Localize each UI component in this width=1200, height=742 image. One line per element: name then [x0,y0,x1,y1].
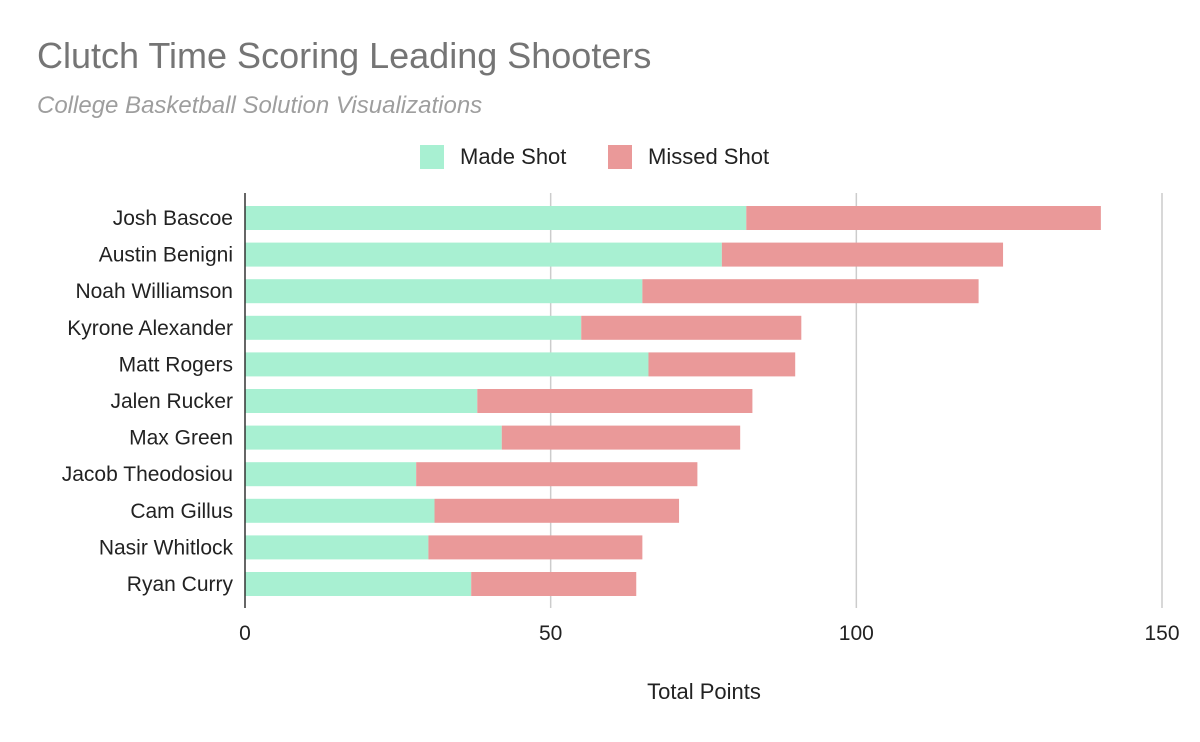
legend: Made Shot Missed Shot [420,144,769,169]
category-label-max-green: Max Green [129,427,233,450]
legend-label-missed-shot: Missed Shot [648,144,769,169]
bar-missed-shot-nasir-whitlock [428,535,643,560]
category-label-cam-gillus: Cam Gillus [130,500,233,523]
bar-made-shot-austin-benigni [245,242,722,267]
x-tick-label-150: 150 [1144,622,1179,645]
bar-missed-shot-jalen-rucker [477,389,753,413]
bar-made-shot-josh-bascoe [245,206,747,230]
bar-missed-shot-noah-williamson [642,279,979,304]
bar-made-shot-nasir-whitlock [245,535,429,560]
bar-missed-shot-ryan-curry [471,572,637,596]
category-label-josh-bascoe: Josh Bascoe [113,207,233,230]
x-tick-labels: 0 50 100 150 [239,622,1179,645]
bar-missed-shot-josh-bascoe [746,206,1101,230]
bars [245,206,1101,596]
legend-label-made-shot: Made Shot [460,144,566,169]
bar-made-shot-matt-rogers [245,352,649,377]
category-label-ryan-curry: Ryan Curry [127,573,234,596]
legend-swatch-made-shot [420,145,444,169]
chart-title: Clutch Time Scoring Leading Shooters [37,35,651,76]
x-tick-label-50: 50 [539,622,562,645]
x-tick-label-100: 100 [839,622,874,645]
bar-missed-shot-matt-rogers [648,352,796,377]
bar-missed-shot-max-green [501,425,741,450]
bar-made-shot-jacob-theodosiou [245,462,417,487]
bar-made-shot-ryan-curry [245,572,472,596]
category-label-jacob-theodosiou: Jacob Theodosiou [62,463,233,486]
chart-subtitle: College Basketball Solution Visualizatio… [37,92,482,119]
bar-missed-shot-jacob-theodosiou [416,462,698,487]
category-label-austin-benigni: Austin Benigni [99,244,233,267]
x-axis-title: Total Points [647,679,761,704]
category-label-matt-rogers: Matt Rogers [119,353,233,376]
bar-made-shot-max-green [245,425,502,450]
category-labels: Josh Bascoe Austin Benigni Noah Williamson… [62,207,234,596]
bar-made-shot-kyrone-alexander [245,315,582,340]
x-tick-label-0: 0 [239,622,251,645]
bar-missed-shot-cam-gillus [434,498,680,523]
bar-made-shot-jalen-rucker [245,389,478,413]
bar-missed-shot-kyrone-alexander [581,315,802,340]
bar-made-shot-cam-gillus [245,498,435,523]
category-label-jalen-rucker: Jalen Rucker [110,390,233,413]
category-label-nasir-whitlock: Nasir Whitlock [99,536,234,559]
category-label-noah-williamson: Noah Williamson [75,280,233,303]
category-label-kyrone-alexander: Kyrone Alexander [67,317,233,340]
bar-made-shot-noah-williamson [245,279,643,304]
legend-swatch-missed-shot [608,145,632,169]
bar-missed-shot-austin-benigni [721,242,1004,267]
